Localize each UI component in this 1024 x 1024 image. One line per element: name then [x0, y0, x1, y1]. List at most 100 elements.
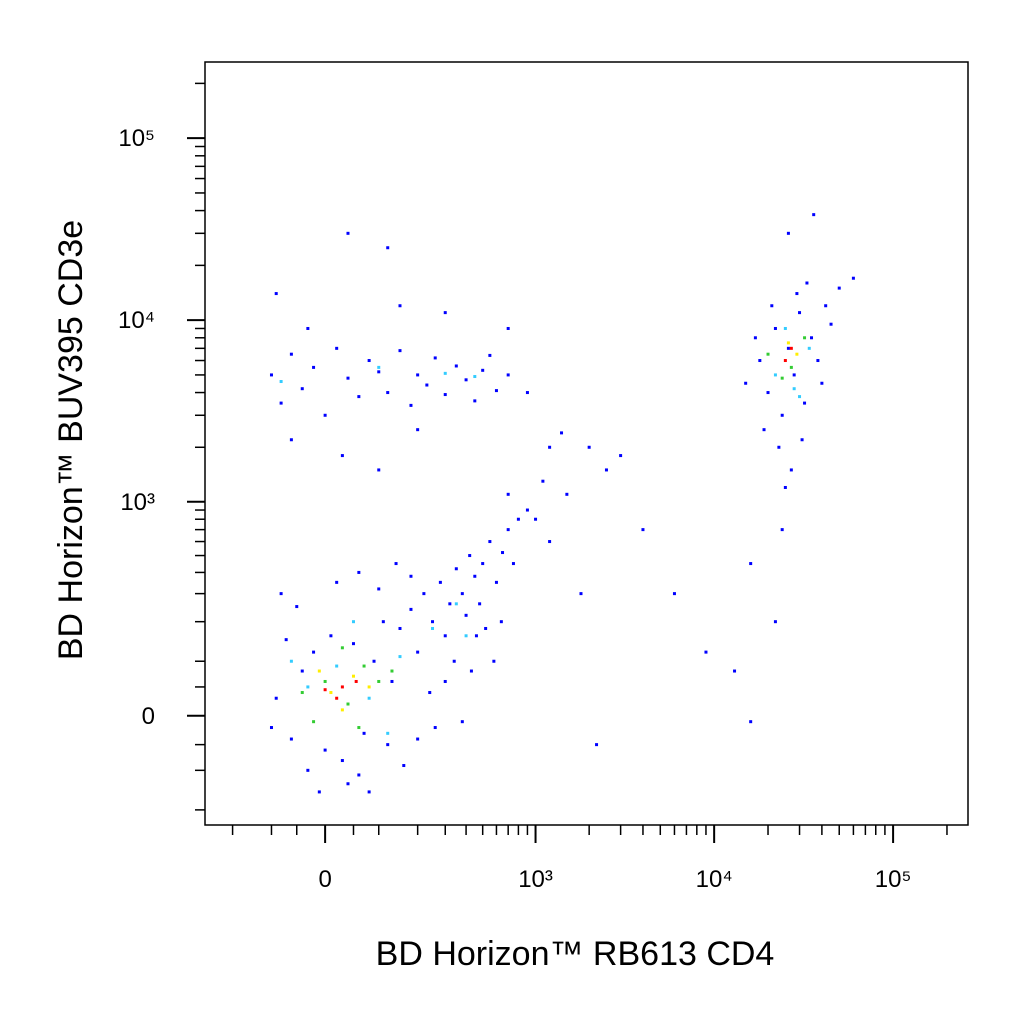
dot — [481, 562, 485, 566]
dot — [377, 587, 381, 591]
dot — [770, 304, 774, 308]
dot — [780, 376, 784, 380]
dot — [357, 570, 361, 574]
dot — [346, 702, 350, 706]
dot — [346, 231, 350, 235]
x-tick-label: 10³ — [518, 866, 553, 893]
dot — [329, 634, 333, 638]
dot — [789, 468, 793, 472]
dot — [773, 373, 777, 377]
dot — [346, 782, 350, 786]
dot — [473, 574, 477, 578]
dot — [460, 720, 464, 724]
dot — [587, 445, 591, 449]
dot — [641, 528, 645, 532]
dot — [357, 726, 361, 730]
dot — [473, 375, 477, 379]
dot — [492, 659, 496, 663]
dot — [372, 659, 376, 663]
dot — [541, 479, 545, 483]
dot — [501, 551, 505, 555]
dot — [560, 431, 564, 435]
dot — [398, 626, 402, 630]
dot — [398, 304, 402, 308]
dot — [789, 346, 793, 350]
dot — [323, 413, 327, 417]
dot — [279, 380, 283, 384]
dot — [780, 528, 784, 532]
dot — [534, 517, 538, 521]
dot — [409, 574, 413, 578]
dot — [481, 368, 485, 372]
dot — [548, 540, 552, 544]
dot — [484, 626, 488, 630]
dot — [416, 650, 420, 654]
dot — [306, 685, 310, 689]
dot — [335, 696, 339, 700]
dot — [454, 602, 458, 606]
dot — [448, 602, 452, 606]
dot — [409, 607, 413, 611]
dot — [340, 454, 344, 458]
dot — [351, 620, 355, 624]
dot — [604, 468, 608, 472]
dot — [749, 720, 753, 724]
dot — [619, 454, 623, 458]
dot — [525, 508, 529, 512]
y-tick-label: 0 — [142, 703, 155, 730]
dot — [548, 445, 552, 449]
dot — [284, 638, 288, 642]
dot — [323, 679, 327, 683]
dot — [416, 428, 420, 432]
dot — [499, 620, 503, 624]
dot — [300, 691, 304, 695]
dot — [340, 708, 344, 712]
dot — [789, 365, 793, 369]
dot — [516, 517, 520, 521]
x-tick-label: 10⁴ — [696, 866, 733, 893]
dot — [279, 592, 283, 596]
dot — [351, 674, 355, 678]
dot — [317, 790, 321, 794]
dot — [329, 691, 333, 695]
dot — [704, 650, 708, 654]
dot — [758, 359, 762, 363]
dot — [525, 391, 529, 395]
dot — [783, 485, 787, 489]
dot — [474, 634, 478, 638]
y-tick-label: 10⁴ — [118, 307, 155, 334]
dot — [783, 359, 787, 363]
dot — [269, 726, 273, 730]
dot — [317, 669, 321, 673]
dot — [351, 642, 355, 646]
dot — [289, 659, 293, 663]
dot — [323, 688, 327, 692]
dot — [289, 352, 293, 356]
x-tick-label: 0 — [318, 866, 331, 893]
dot — [443, 393, 447, 397]
dot — [488, 540, 492, 544]
y-axis-title: BD Horizon™ BUV395 CD3e — [52, 220, 90, 660]
dot — [506, 528, 510, 532]
dot — [829, 322, 833, 326]
dot — [803, 336, 807, 340]
dot — [595, 743, 599, 747]
dot — [433, 356, 437, 360]
dot — [820, 381, 824, 385]
dot — [773, 620, 777, 624]
dot — [431, 626, 435, 630]
dot — [766, 391, 770, 395]
dot — [762, 428, 766, 432]
dot — [454, 364, 458, 368]
dot — [565, 492, 569, 496]
dot — [795, 352, 799, 356]
dot — [409, 403, 413, 407]
dot — [398, 655, 402, 659]
dot — [425, 383, 429, 387]
dot — [386, 731, 390, 735]
dot — [306, 326, 310, 330]
dot — [377, 365, 381, 369]
dot — [428, 691, 432, 695]
dot — [416, 737, 420, 741]
